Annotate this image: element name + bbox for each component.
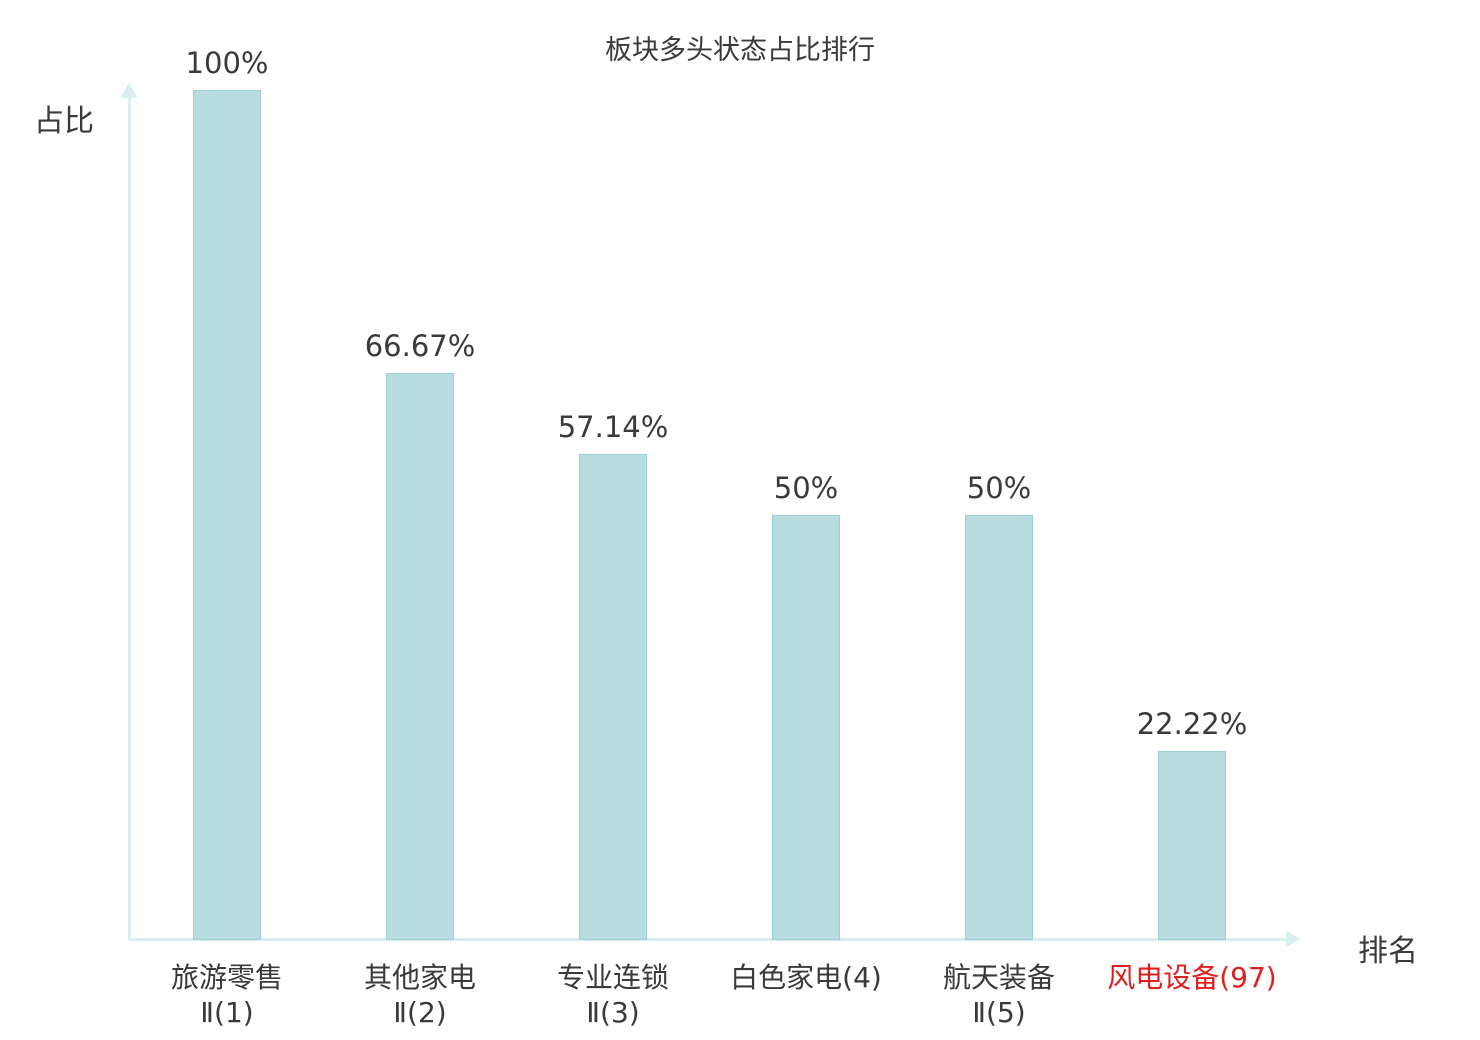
bar <box>965 515 1033 940</box>
bar-category-label: 白色家电(4) <box>730 960 882 995</box>
bar-category-line1: 白色家电(4) <box>730 961 882 994</box>
bar-category-line2: Ⅱ(3) <box>586 996 640 1029</box>
y-axis-line <box>128 96 131 941</box>
bar <box>386 373 454 940</box>
bar-value-label: 57.14% <box>557 410 669 445</box>
bar-category-line2: Ⅱ(1) <box>200 996 254 1029</box>
bar-value-label: 66.67% <box>364 329 476 364</box>
bar-category-line1: 专业连锁 <box>556 961 670 994</box>
x-axis-label: 排名 <box>1358 934 1418 969</box>
x-axis-arrowhead-icon <box>1286 931 1301 947</box>
bar <box>772 515 840 940</box>
bar-category-line2: Ⅱ(2) <box>393 996 447 1029</box>
bar-value-label: 22.22% <box>1136 707 1248 742</box>
bar-value-label: 50% <box>966 471 1032 505</box>
bar <box>579 454 647 940</box>
y-axis-label: 占比 <box>34 104 94 139</box>
bar-value-label: 50% <box>773 471 839 505</box>
bar-category-label: 风电设备(97) <box>1107 960 1276 995</box>
bar-category-label: 其他家电 Ⅱ(2) <box>364 960 476 1030</box>
bar-category-line1: 航天装备 <box>942 961 1056 994</box>
y-axis-arrowhead-icon <box>120 83 138 98</box>
bar-category-line1: 其他家电 <box>363 961 477 994</box>
bar-category-label: 旅游零售 Ⅱ(1) <box>171 960 283 1030</box>
bar-category-line1: 旅游零售 <box>170 961 284 994</box>
bar-category-line1: 风电设备(97) <box>1107 961 1277 994</box>
bar-category-line2: Ⅱ(5) <box>972 996 1026 1029</box>
bar <box>1158 751 1226 940</box>
bar-value-label: 100% <box>185 46 269 80</box>
bar-category-label: 航天装备 Ⅱ(5) <box>943 960 1055 1030</box>
bar <box>193 90 261 940</box>
x-axis-line <box>128 938 1288 941</box>
bar-category-label: 专业连锁 Ⅱ(3) <box>557 960 669 1030</box>
chart-title: 板块多头状态占比排行 <box>605 35 875 66</box>
